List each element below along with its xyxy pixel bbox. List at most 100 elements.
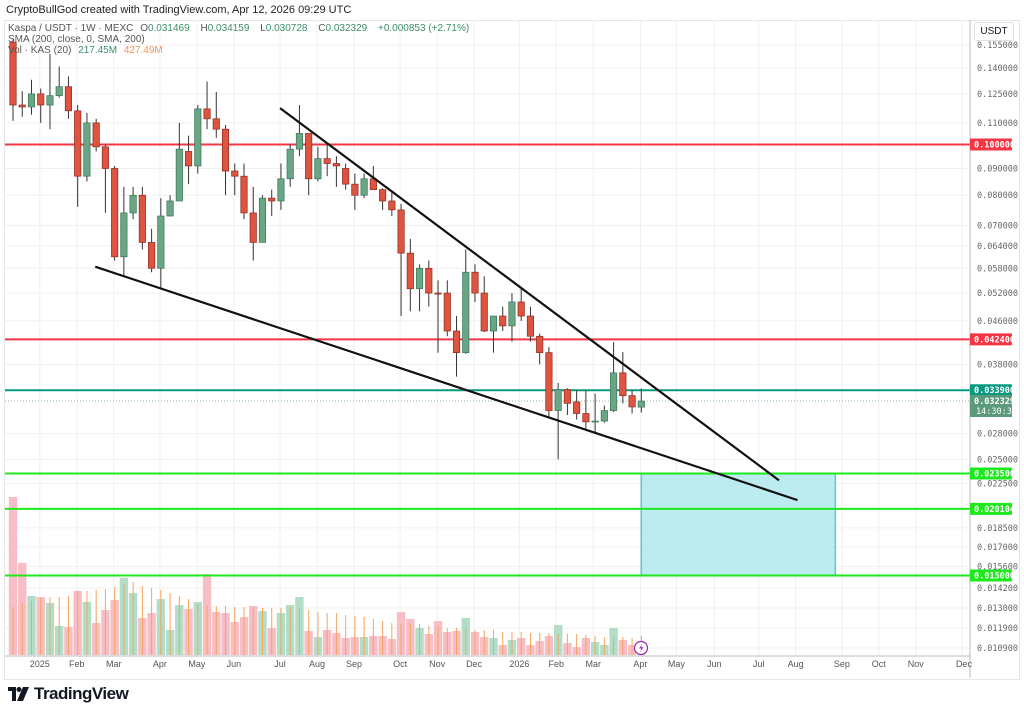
legend-change: +0.000853 (+2.71%) <box>378 23 470 34</box>
candle-up <box>194 108 202 167</box>
candle-down <box>92 122 100 148</box>
candle-down <box>536 335 544 354</box>
candle-up <box>258 197 267 243</box>
candle-up <box>637 400 645 408</box>
level-tag <box>970 138 1012 151</box>
candle-down <box>74 110 82 177</box>
legend-close: 0.032329 <box>325 23 368 34</box>
candle-down <box>9 41 17 106</box>
legend-open: 0.031469 <box>147 23 190 34</box>
legend-volume-ma-value: 427.49M <box>123 45 163 56</box>
level-tag-label: 0.033900 <box>974 386 1015 396</box>
time-axis: 2025 Feb Mar Apr May Jun Jul Aug Sep Oct Nov Dec 202… <box>30 659 973 669</box>
candle-up <box>554 389 562 411</box>
price-tick-label: 0.052000 <box>977 289 1018 299</box>
price-tick-label: 0.017000 <box>977 543 1018 553</box>
candle-down <box>526 315 534 337</box>
horizontal-levels <box>5 143 970 577</box>
candle-down <box>471 271 479 294</box>
price-tick-label: 0.064000 <box>977 242 1018 252</box>
currency-button[interactable]: USDT <box>974 22 1014 41</box>
tradingview-logo-text: TradingView <box>34 684 129 703</box>
candle-down <box>563 389 571 404</box>
price-tick-label: 0.058000 <box>977 264 1018 274</box>
tradingview-logo-icon <box>8 687 29 701</box>
legend-volume-row[interactable]: Vol · KAS (20) 217.45M 427.49M <box>8 45 473 56</box>
last-price-tag <box>970 395 1012 418</box>
candle-down <box>452 330 461 354</box>
price-tick-label: 0.028000 <box>977 430 1018 440</box>
time-tick-label: Jul <box>753 659 765 669</box>
candle-down <box>388 200 396 211</box>
time-tick-label: Dec <box>956 659 973 669</box>
level-tag-label: 0.015000 <box>974 571 1015 581</box>
time-tick-label: Jul <box>274 659 286 669</box>
price-tick-label: 0.038000 <box>977 360 1018 370</box>
candle-down <box>185 151 193 167</box>
level-tag <box>970 333 1012 346</box>
legend-low: 0.030728 <box>265 23 308 34</box>
price-tick-label: 0.025000 <box>977 455 1018 465</box>
candle-down <box>268 197 276 202</box>
candle-down <box>379 189 387 202</box>
target-zone <box>640 472 837 577</box>
candle-up <box>120 212 128 258</box>
time-tick-label: Apr <box>153 659 167 669</box>
level-tag <box>970 384 1012 397</box>
legend-volume-value: 217.45M <box>78 45 118 56</box>
legend-high: 0.034159 <box>207 23 250 34</box>
price-tick-label: 0.140000 <box>977 64 1018 74</box>
lightning-icon[interactable] <box>633 640 649 656</box>
lower-trendline <box>94 265 798 502</box>
time-tick-label: May <box>668 659 686 669</box>
candle-down <box>212 118 220 130</box>
legend-sma[interactable]: SMA (200, close, 0, SMA, 200) <box>8 34 145 45</box>
price-tick-label: 0.080000 <box>977 191 1018 201</box>
candle-up <box>416 267 424 290</box>
candle-up <box>129 194 137 214</box>
level-tag <box>970 502 1012 515</box>
time-tick-label: Feb <box>549 659 565 669</box>
candle-up <box>27 93 36 108</box>
candle-down <box>342 168 350 185</box>
level-tag-label: 0.020104 <box>974 505 1015 515</box>
candle-down <box>628 395 636 408</box>
time-tick-label: Aug <box>788 659 804 669</box>
time-tick-label: Dec <box>466 659 483 669</box>
candle-down <box>203 108 211 120</box>
candle-down <box>397 209 405 254</box>
level-tag-label: 0.042400 <box>974 335 1015 345</box>
time-tick-label: 2025 <box>30 659 50 669</box>
legend-symbol[interactable]: Kaspa / USDT · 1W · MEXC <box>8 23 134 34</box>
candle-up <box>46 95 54 106</box>
candle-up <box>277 178 285 202</box>
candle-down <box>101 146 109 169</box>
level-tag <box>970 467 1012 480</box>
candle-down <box>249 212 257 243</box>
candle-up <box>360 178 368 196</box>
time-tick-label: Feb <box>69 659 85 669</box>
price-tick-label: 0.011900 <box>977 624 1018 634</box>
candles <box>9 39 645 460</box>
tradingview-logo[interactable]: TradingView <box>8 684 129 704</box>
legend-volume-label: Vol · KAS (20) <box>8 45 72 56</box>
time-tick-label: Oct <box>393 659 408 669</box>
candle-down <box>111 168 119 258</box>
legend-ohlc-row: Kaspa / USDT · 1W · MEXC O0.031469 H0.03… <box>8 23 470 34</box>
candle-down <box>221 128 230 172</box>
price-tick-label: 0.015600 <box>977 563 1018 573</box>
candle-up <box>55 86 63 97</box>
time-tick-label: Mar <box>106 659 122 669</box>
upper-trendline <box>279 107 780 482</box>
candle-down <box>305 133 313 180</box>
trendlines <box>94 107 798 502</box>
candle-up <box>610 372 618 411</box>
candle-down <box>148 242 156 269</box>
candle-down <box>406 252 414 290</box>
candle-up <box>508 301 516 327</box>
candle-down <box>499 315 507 327</box>
price-tick-label: 0.125000 <box>977 90 1018 100</box>
target-box <box>640 472 837 577</box>
countdown-label: 14:30:38 <box>976 407 1017 417</box>
